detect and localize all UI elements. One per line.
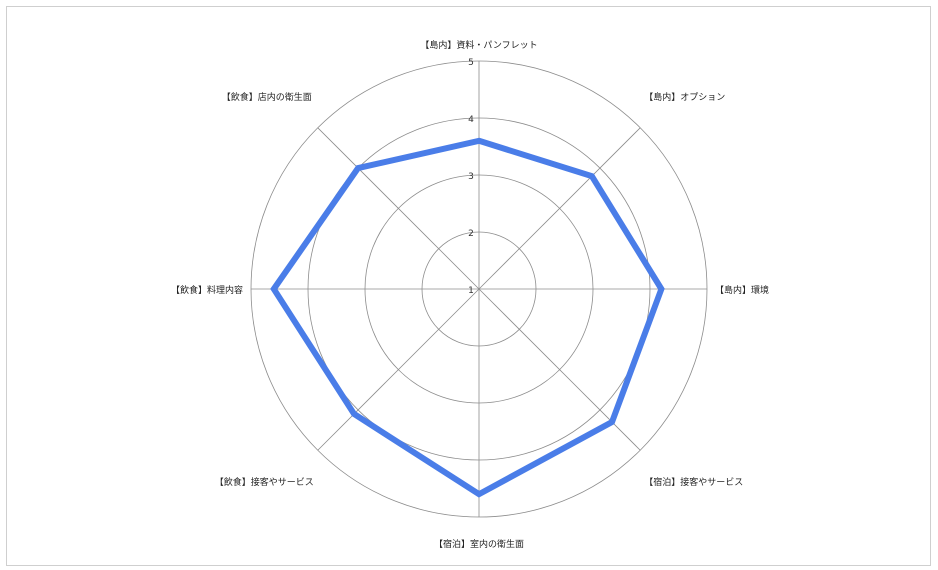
grid-spoke bbox=[478, 127, 641, 290]
category-label: 【飲食】料理内容 bbox=[171, 284, 243, 296]
grid-spoke bbox=[317, 127, 480, 290]
grid-spoke bbox=[478, 288, 641, 451]
category-label: 【飲食】店内の衛生面 bbox=[222, 91, 312, 103]
tick-label: 2 bbox=[468, 229, 474, 239]
grid-spoke bbox=[317, 288, 480, 451]
category-label: 【島内】資料・パンフレット bbox=[420, 39, 537, 51]
category-label: 【飲食】接客やサービス bbox=[215, 476, 314, 488]
category-label: 【宿泊】接客やサービス bbox=[644, 476, 743, 488]
category-label: 【宿泊】室内の衛生面 bbox=[434, 538, 524, 550]
tick-label: 5 bbox=[468, 58, 474, 68]
category-label: 【島内】オプション bbox=[644, 91, 725, 103]
chart-frame bbox=[6, 6, 931, 566]
tick-label: 3 bbox=[468, 172, 474, 182]
tick-label: 1 bbox=[468, 286, 474, 296]
category-label: 【島内】環境 bbox=[715, 284, 769, 296]
tick-label: 4 bbox=[468, 115, 474, 125]
series-line bbox=[270, 137, 665, 498]
